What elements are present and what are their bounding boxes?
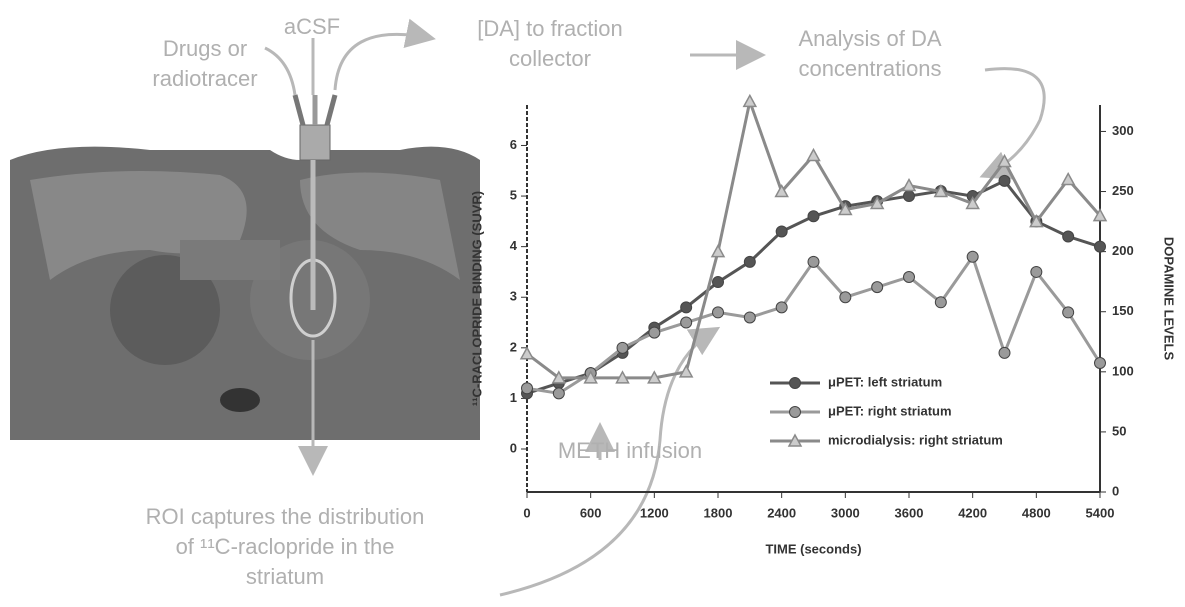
data-point — [966, 250, 979, 263]
data-point — [998, 346, 1011, 359]
data-point — [965, 195, 980, 210]
data-point — [552, 387, 565, 400]
data-point — [807, 255, 820, 268]
data-point — [743, 311, 756, 324]
data-point — [903, 190, 915, 203]
x-tick-label: 5400 — [1086, 505, 1115, 520]
data-point — [807, 210, 820, 223]
data-point — [901, 177, 917, 192]
y2-tick-label: 50 — [1112, 423, 1126, 438]
data-point — [647, 370, 662, 384]
x-tick-label: 1200 — [640, 505, 669, 520]
annotation: [DA] to fraction — [477, 16, 623, 41]
x-tick-label: 4800 — [1022, 505, 1051, 520]
legend-marker — [789, 406, 801, 418]
data-point — [871, 281, 884, 294]
annotation: of ¹¹C-raclopride in the — [176, 534, 395, 559]
data-point — [869, 195, 885, 210]
series-line — [526, 253, 1102, 395]
y2-tick-label: 0 — [1112, 483, 1119, 498]
data-point — [712, 306, 724, 319]
x-tick-label: 3600 — [895, 505, 924, 520]
annotation: Analysis of DA — [798, 26, 941, 51]
data-point — [551, 370, 567, 384]
x-tick-label: 4200 — [958, 505, 987, 520]
y-axis-label: ¹¹C-RACLOPRIDE BINDING (SUVR) — [469, 191, 484, 406]
y-tick-label: 5 — [510, 187, 517, 202]
data-point — [1092, 208, 1108, 222]
data-point — [903, 271, 915, 283]
data-point — [838, 201, 853, 216]
y-tick-label: 0 — [510, 440, 517, 455]
data-point — [839, 291, 852, 304]
data-point — [1030, 265, 1043, 278]
y-tick-label: 1 — [510, 390, 517, 405]
annotation: aCSF — [284, 14, 340, 39]
data-point — [933, 183, 949, 198]
legend-marker — [789, 377, 801, 389]
data-point — [934, 296, 947, 309]
y2-tick-label: 150 — [1112, 303, 1134, 318]
data-point — [519, 346, 535, 360]
data-point — [1060, 171, 1076, 186]
data-point — [997, 153, 1012, 168]
y-tick-label: 3 — [510, 289, 517, 304]
data-point — [1029, 214, 1044, 228]
data-point — [1094, 357, 1106, 369]
x-tick-label: 2400 — [767, 505, 796, 520]
x-tick-label: 600 — [580, 505, 602, 520]
x-axis-label: TIME (seconds) — [765, 541, 861, 556]
y-tick-label: 4 — [510, 238, 518, 253]
legend-label: μPET: right striatum — [828, 403, 952, 418]
data-point — [1094, 240, 1106, 253]
x-tick-label: 0 — [523, 505, 530, 520]
data-point — [521, 382, 533, 395]
data-point — [583, 370, 598, 384]
y2-tick-label: 300 — [1112, 123, 1134, 138]
data-point — [774, 183, 789, 198]
x-tick-label: 1800 — [704, 505, 733, 520]
annotation: concentrations — [798, 56, 941, 81]
legend-label: microdialysis: right striatum — [828, 432, 1003, 447]
data-point — [806, 147, 821, 162]
legend-label: μPET: left striatum — [828, 374, 942, 389]
data-point — [615, 370, 630, 384]
annotation: collector — [509, 46, 591, 71]
data-point — [678, 364, 694, 378]
data-point — [680, 316, 693, 329]
data-point — [616, 341, 629, 354]
y2-tick-label: 100 — [1112, 363, 1134, 378]
data-point — [712, 276, 724, 289]
data-point — [710, 244, 726, 258]
y2-tick-label: 250 — [1112, 183, 1134, 198]
data-point — [680, 301, 693, 314]
y2-axis-label: DOPAMINE LEVELS — [1162, 237, 1177, 361]
data-point — [1062, 306, 1075, 319]
y-tick-label: 2 — [510, 339, 517, 354]
arrows — [264, 18, 1046, 597]
annotation: METH infusion — [558, 438, 702, 463]
y2-tick-label: 200 — [1112, 243, 1134, 258]
data-point — [648, 326, 661, 339]
data-point — [775, 225, 788, 238]
brain-image — [10, 94, 480, 440]
x-tick-label: 3000 — [831, 505, 860, 520]
y-tick-label: 6 — [510, 137, 517, 152]
annotation: ROI captures the distribution — [146, 504, 425, 529]
data-point — [1062, 230, 1075, 243]
data-point — [743, 255, 756, 268]
annotation: Drugs or — [163, 36, 247, 61]
data-point — [742, 93, 758, 108]
annotation: striatum — [246, 564, 324, 589]
legend-marker — [787, 433, 803, 447]
series-line — [526, 95, 1102, 380]
annotation: radiotracer — [152, 66, 257, 91]
data-point — [998, 174, 1011, 187]
data-point — [775, 301, 788, 314]
